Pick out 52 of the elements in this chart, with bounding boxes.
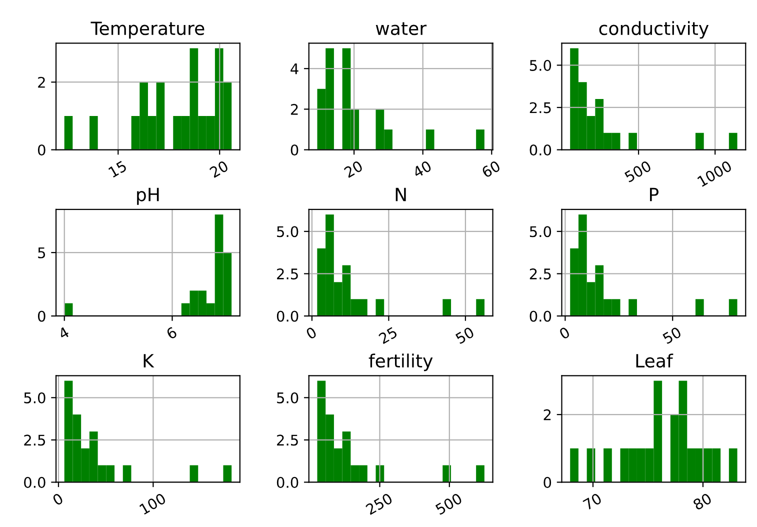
y-tick-label: 2	[38, 76, 45, 88]
x-tick-label: 500	[434, 492, 463, 516]
x-tick-label: 15	[108, 160, 128, 178]
x-tick-label: 50	[454, 326, 475, 344]
y-tick-label: 0.0	[530, 144, 552, 156]
y-tick-label: 0.0	[530, 310, 552, 322]
y-tick-label: 5.0	[530, 60, 552, 71]
y-tick-label: 5.0	[277, 226, 298, 238]
y-tick-label: 0	[38, 310, 46, 322]
x-tick-label: 500	[624, 160, 652, 183]
chart-title: pH	[137, 188, 159, 205]
chart-title: N	[396, 188, 406, 202]
x-tick-label: 0	[558, 326, 570, 340]
x-tick-label: 6	[166, 326, 178, 340]
y-tick-label: 0.0	[24, 476, 46, 488]
y-tick-label: 0.0	[276, 310, 298, 322]
y-tick-label: 2.5	[277, 268, 298, 280]
x-tick-label: 25	[378, 326, 398, 344]
x-tick-label: 0	[52, 492, 64, 506]
y-tick-label: 0.0	[276, 476, 298, 488]
chart-title: Leaf	[636, 354, 674, 368]
chart-title: K	[144, 354, 154, 368]
x-tick-label: 4	[58, 326, 70, 340]
x-tick-label: 0	[305, 326, 318, 340]
chart-title: P	[650, 188, 659, 202]
y-tick-label: 5.0	[24, 392, 46, 404]
y-tick-label: 0	[290, 144, 298, 156]
y-tick-label: 0	[544, 476, 552, 488]
x-tick-label: 100	[139, 492, 167, 515]
y-tick-label: 5	[38, 247, 46, 258]
y-tick-label: 2	[290, 104, 298, 115]
y-tick-label: 2.5	[530, 102, 551, 114]
x-tick-label: 40	[412, 160, 432, 178]
x-tick-label: 60	[481, 160, 501, 178]
x-tick-label: 50	[662, 326, 682, 344]
chart-title: water	[376, 22, 427, 36]
y-tick-label: 5.0	[277, 392, 298, 404]
x-tick-label: 70	[582, 492, 602, 510]
x-tick-label: 250	[365, 492, 394, 516]
chart-title: Temperature	[90, 22, 204, 39]
x-tick-label: 80	[692, 492, 712, 510]
y-tick-label: 2	[544, 409, 551, 420]
y-tick-label: 2.5	[277, 434, 298, 446]
chart-title: fertility	[368, 354, 433, 372]
x-tick-label: 20	[344, 160, 364, 178]
y-tick-label: 2.5	[530, 268, 551, 280]
y-tick-label: 5.0	[530, 226, 552, 238]
y-tick-label: 0	[38, 144, 46, 156]
y-tick-label: 4	[290, 63, 298, 74]
y-tick-label: 2.5	[24, 434, 46, 446]
chart-title: conductivity	[599, 21, 709, 39]
x-tick-label: 20	[209, 160, 229, 178]
